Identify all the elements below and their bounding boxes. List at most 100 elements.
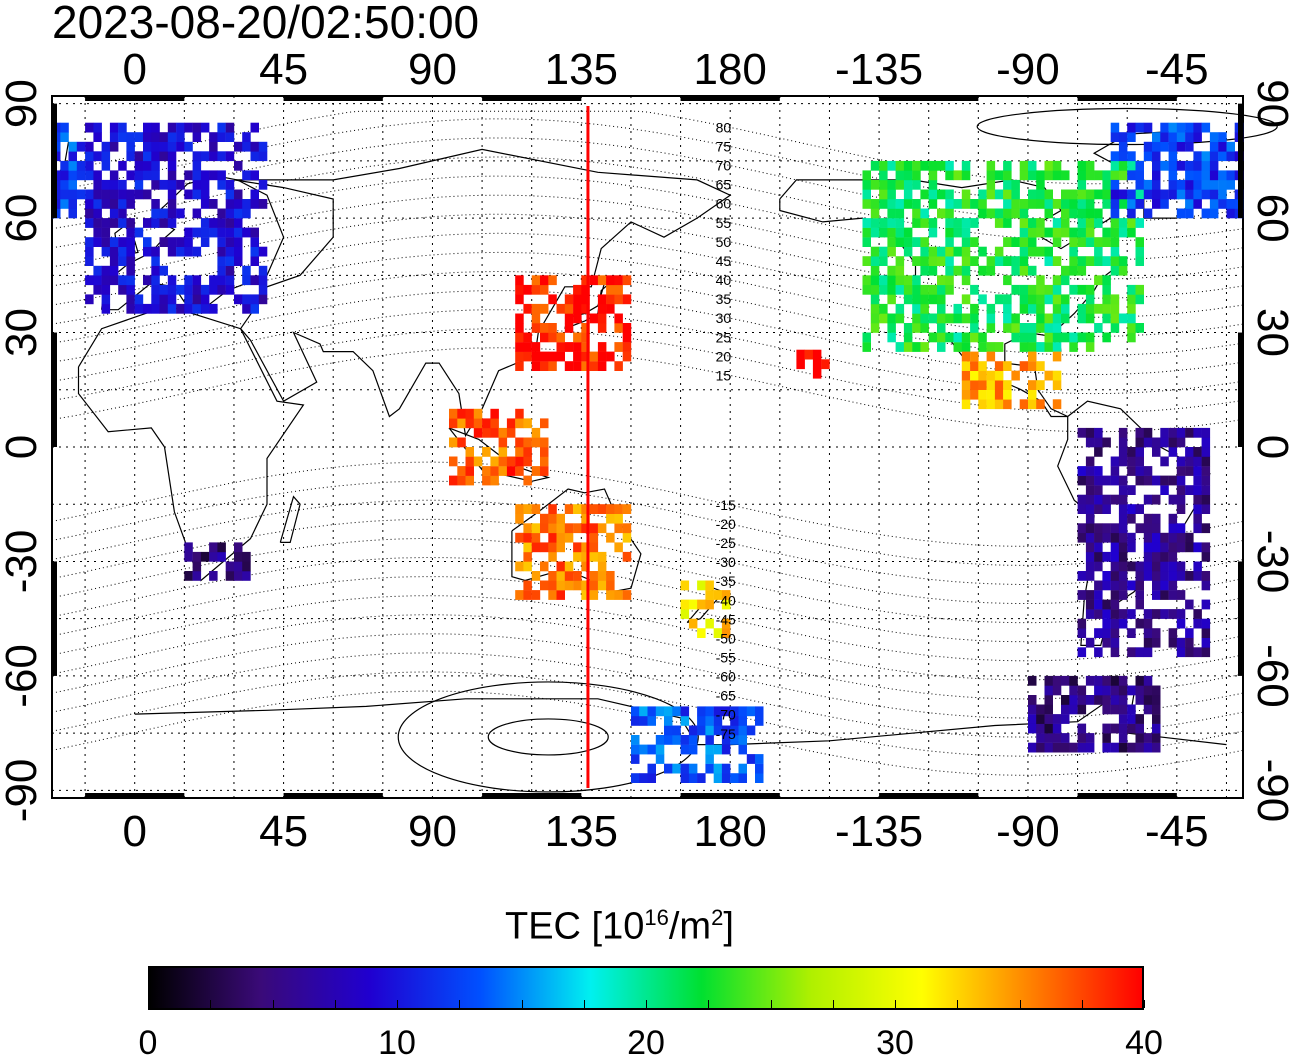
tec-cell [1135, 218, 1144, 228]
tec-cell [1061, 265, 1070, 276]
tec-cell [1152, 685, 1161, 696]
tec-cell [1193, 456, 1202, 467]
tec-cell [515, 504, 524, 514]
colorbar-tick [272, 1000, 274, 1008]
tec-cell [1135, 427, 1144, 438]
tec-cell [903, 284, 913, 295]
tec-cell [1011, 323, 1020, 333]
tec-cell [167, 246, 177, 257]
tec-cell [1176, 475, 1186, 486]
tec-cell [597, 323, 607, 333]
tec-cell [1019, 160, 1029, 171]
tec-cell [85, 256, 94, 266]
tec-cell [1102, 504, 1111, 514]
tec-cell [556, 532, 565, 543]
tec-cell [961, 237, 971, 247]
tec-cell [1201, 179, 1211, 190]
tec-cell [928, 199, 938, 209]
tec-cell [523, 523, 532, 534]
tec-cell [192, 551, 202, 562]
tec-cell [1209, 132, 1219, 142]
tec-cell [134, 132, 144, 142]
tec-cell [1003, 361, 1012, 371]
tec-cell [1118, 427, 1128, 438]
tec-cell [118, 275, 127, 286]
tec-cell [109, 170, 119, 181]
tec-cell [862, 170, 871, 181]
tec-cell [870, 313, 880, 324]
tec-cell [1168, 609, 1178, 619]
tec-cell [1102, 437, 1111, 448]
tec-cell [1052, 313, 1062, 324]
tec-cell [465, 447, 474, 457]
tec-cell [928, 246, 938, 257]
tec-cell [961, 160, 971, 171]
tec-cell [961, 361, 971, 371]
tec-cell [1110, 599, 1120, 610]
tec-cell [738, 763, 747, 774]
tec-cell [986, 351, 996, 362]
tec-cell [151, 151, 160, 162]
tec-cell [540, 523, 549, 534]
tec-cell [986, 189, 996, 200]
tec-cell [994, 399, 1004, 410]
tec-cell [887, 313, 896, 324]
tec-cell [465, 466, 474, 476]
tec-cell [622, 504, 632, 514]
tec-cell [1118, 609, 1128, 619]
tec-cell [1036, 170, 1045, 181]
tec-cell [1143, 141, 1153, 152]
tec-cell [498, 466, 508, 476]
tec-cell [1085, 599, 1095, 610]
tec-cell [1102, 609, 1111, 619]
colorbar-tick-label: 40 [1125, 1024, 1163, 1062]
tec-cell [225, 256, 235, 266]
tec-cell [1193, 132, 1202, 142]
tec-cell [986, 342, 996, 352]
tec-cell [581, 580, 590, 591]
tec-cell [250, 141, 259, 152]
tec-cell [721, 773, 731, 783]
tec-cell [1094, 303, 1103, 314]
tec-cell [167, 160, 177, 171]
tec-cell [515, 342, 524, 352]
tec-cell [614, 284, 623, 295]
tec-cell [1077, 313, 1087, 324]
tec-cell [167, 208, 177, 219]
tec-cell [93, 237, 102, 247]
tec-cell [573, 571, 582, 581]
tec-cell [1127, 332, 1136, 343]
tec-cell [1077, 199, 1087, 209]
tec-cell [1226, 170, 1235, 181]
tec-cell [1110, 466, 1120, 476]
tec-cell [1110, 542, 1120, 553]
tec-cell [953, 170, 962, 181]
tec-cell [1102, 523, 1111, 534]
tec-cell [118, 132, 127, 142]
tec-cell [234, 294, 243, 305]
left-lat-label: -90 [0, 759, 46, 823]
tec-cell [1044, 256, 1053, 266]
tec-cell [1085, 208, 1095, 219]
tec-cell [1094, 599, 1103, 610]
tec-cell [109, 199, 119, 209]
tec-cell [556, 561, 565, 572]
tec-cell [515, 513, 524, 524]
tec-cell [1168, 160, 1178, 171]
tec-cell [1193, 199, 1202, 209]
tec-cell [151, 303, 160, 314]
tec-cell [1011, 332, 1020, 343]
tec-cell [606, 351, 615, 362]
tec-cell [200, 218, 210, 228]
tec-cell [705, 706, 714, 717]
tec-cell [912, 160, 921, 171]
tec-cell [688, 773, 698, 783]
tec-cell [85, 294, 94, 305]
tec-cell [1019, 294, 1029, 305]
tec-cell [85, 189, 94, 200]
tec-cell [1160, 437, 1169, 448]
tec-cell [523, 332, 532, 343]
tec-cell [862, 342, 871, 352]
tec-cell [1069, 208, 1078, 219]
tec-cell [1168, 151, 1178, 162]
